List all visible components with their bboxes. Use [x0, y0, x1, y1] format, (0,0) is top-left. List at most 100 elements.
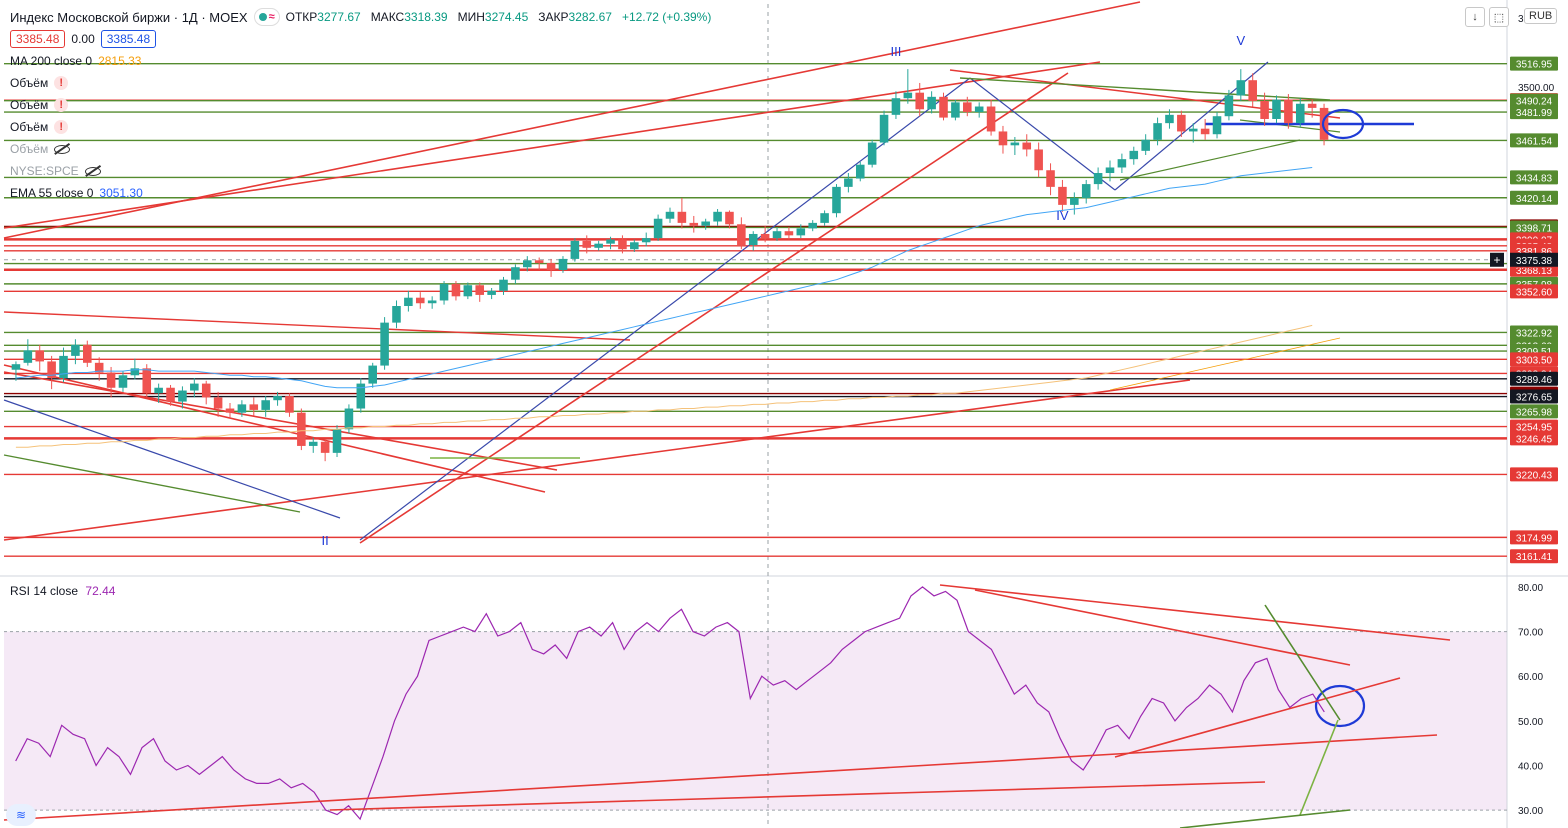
rsi-axis-tick: 30.00 [1518, 806, 1543, 817]
candle-body [844, 178, 853, 187]
candle-body [1046, 170, 1055, 187]
rsi-legend[interactable]: RSI 14 close 72.44 [10, 584, 115, 598]
price-level-label: 3381.86 [1516, 247, 1553, 258]
candle-body [796, 228, 806, 236]
candle-body [130, 368, 140, 376]
warning-icon[interactable]: ! [54, 120, 69, 134]
volume-legend-3[interactable]: Объём ! [10, 116, 715, 138]
volume-label: Объём [10, 98, 49, 112]
candle-body [1212, 116, 1222, 135]
ema55-legend[interactable]: EMA 55 close 0 3051.30 [10, 182, 715, 204]
candle-body [237, 404, 247, 413]
candle-body [1295, 103, 1305, 124]
ma200-label: MA 200 close 0 [10, 54, 93, 68]
candle-body [166, 387, 175, 402]
candle-body [1307, 103, 1317, 108]
candle-body [867, 142, 877, 165]
fullscreen-icon[interactable]: ⬚ [1489, 7, 1509, 27]
rsi-label: RSI 14 close [10, 584, 79, 598]
price-level-label: 3322.92 [1516, 328, 1553, 339]
currency-selector[interactable]: RUB [1524, 8, 1558, 24]
rsi-trendline [1114, 677, 1401, 758]
candle-body [618, 239, 627, 250]
rsi-trendline [1264, 604, 1341, 721]
trendline [3, 61, 1101, 229]
sell-button[interactable]: 3385.48 [10, 30, 66, 48]
trendline [3, 311, 631, 341]
candle-body [332, 429, 342, 453]
candle-body [1093, 173, 1103, 185]
price-level-tag [1510, 371, 1558, 386]
ema55-line [15, 167, 1313, 389]
candle-body [879, 114, 889, 143]
download-icon[interactable]: ↓ [1465, 7, 1485, 27]
candle-body [939, 96, 948, 118]
rsi-trendline [1179, 809, 1351, 828]
candle-body [94, 362, 104, 373]
tradingview-logo-icon[interactable]: ≋ [6, 804, 36, 826]
spread-value: 0.00 [71, 32, 95, 46]
price-level-tag [1510, 170, 1558, 185]
price-level-tag [1510, 56, 1558, 71]
price-level-tag [1510, 190, 1558, 205]
symbol-title[interactable]: Индекс Московской биржи · 1Д · MOEX [10, 9, 248, 25]
rsi-trendline [329, 781, 1266, 811]
nyse-legend[interactable]: NYSE:SPCE [10, 160, 715, 182]
candle-body [974, 106, 984, 113]
wave-label: III [891, 44, 902, 59]
price-level-label: 3516.95 [1516, 60, 1553, 71]
top-right-controls: ↓ ⬚ [1465, 7, 1509, 27]
price-level-label: 3254.95 [1516, 423, 1553, 434]
candle-body [213, 397, 223, 409]
price-level-tag [1510, 133, 1558, 148]
candle-body [71, 344, 80, 356]
ohlc-low: МИН3274.45 [457, 10, 529, 24]
eye-off-icon[interactable] [84, 166, 101, 176]
price-level-label: 3481.99 [1516, 108, 1553, 119]
warning-icon[interactable]: ! [54, 98, 69, 112]
volume-label: Объём [10, 142, 49, 156]
candle-body [1248, 80, 1257, 101]
candle-body [665, 211, 675, 219]
candle-body [808, 222, 817, 229]
rsi-background-band [4, 631, 1507, 811]
trendline [3, 364, 546, 493]
trendline [959, 77, 1331, 101]
highlight-circle [1321, 108, 1365, 140]
candle-body [534, 260, 544, 264]
warning-icon[interactable]: ! [54, 76, 69, 90]
candle-body [475, 285, 485, 295]
market-status[interactable]: ≈ [253, 8, 280, 26]
candle-body [855, 164, 865, 179]
plus-icon: + [1493, 253, 1500, 267]
rsi-trendline [3, 734, 1438, 821]
price-level-label: 3174.99 [1516, 533, 1553, 544]
ema55-label: EMA 55 close 0 [10, 186, 94, 200]
candle-body [11, 364, 21, 370]
volume-legend-4[interactable]: Объём [10, 138, 715, 160]
rsi-axis-tick: 80.00 [1518, 583, 1543, 594]
rsi-trendline [974, 589, 1351, 666]
volume-legend-1[interactable]: Объём ! [10, 72, 715, 94]
candle-body [725, 211, 734, 225]
volume-legend-2[interactable]: Объём ! [10, 94, 715, 116]
candle-body [392, 306, 401, 323]
candle-body [951, 102, 960, 118]
candle-body [760, 233, 770, 239]
price-axis-tick: 3500.00 [1518, 83, 1555, 94]
ma200-legend[interactable]: MA 200 close 0 2815.33 [10, 50, 715, 72]
price-level-tag [1510, 352, 1558, 367]
crosshair-price-tag [1510, 252, 1558, 267]
buy-button[interactable]: 3385.48 [100, 30, 157, 48]
approx-icon: ≈ [268, 11, 275, 23]
ohlc-change: +12.72 (+0.39%) [621, 10, 712, 24]
candle-body [1284, 99, 1293, 124]
candle-body [963, 102, 972, 113]
candle-body [594, 243, 603, 248]
eye-off-icon[interactable] [54, 144, 71, 154]
price-level-label: 3276.65 [1516, 393, 1553, 404]
price-level-label: 3368.13 [1516, 266, 1553, 277]
candle-body [59, 355, 68, 379]
